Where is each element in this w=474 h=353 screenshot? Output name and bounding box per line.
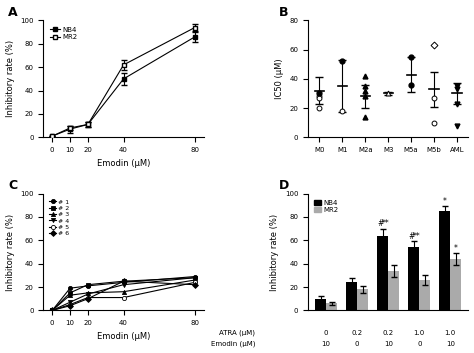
Text: A: A bbox=[8, 6, 18, 19]
# 6 bbox=[192, 283, 198, 287]
# 1 bbox=[85, 284, 91, 288]
Text: 0: 0 bbox=[417, 341, 421, 347]
# 5 bbox=[85, 295, 91, 300]
# 6 bbox=[67, 304, 73, 308]
Text: 10: 10 bbox=[384, 341, 393, 347]
# 4 bbox=[67, 300, 73, 304]
Bar bbox=[439, 211, 450, 310]
Text: D: D bbox=[279, 179, 289, 192]
Y-axis label: IC50 (μM): IC50 (μM) bbox=[275, 59, 284, 99]
# 2 bbox=[85, 283, 91, 287]
# 6 bbox=[121, 279, 127, 283]
Text: #: # bbox=[408, 232, 415, 241]
# 2 bbox=[49, 308, 55, 312]
# 5 bbox=[49, 308, 55, 312]
# 3 bbox=[49, 308, 55, 312]
Text: 10: 10 bbox=[446, 341, 455, 347]
# 1 bbox=[67, 286, 73, 290]
Legend: NB4, MR2: NB4, MR2 bbox=[47, 24, 80, 43]
Line: # 2: # 2 bbox=[50, 276, 197, 312]
# 3 bbox=[67, 293, 73, 297]
Bar bbox=[346, 282, 357, 310]
Bar bbox=[357, 289, 368, 310]
# 4 bbox=[85, 292, 91, 296]
# 4 bbox=[49, 308, 55, 312]
Bar bbox=[315, 299, 326, 310]
Text: 10: 10 bbox=[322, 341, 331, 347]
Text: #: # bbox=[377, 219, 383, 228]
Text: 0.2: 0.2 bbox=[383, 330, 394, 336]
# 4 bbox=[121, 283, 127, 287]
X-axis label: Emodin (μM): Emodin (μM) bbox=[97, 332, 150, 341]
Text: 1.0: 1.0 bbox=[445, 330, 456, 336]
Bar bbox=[326, 303, 337, 310]
# 5 bbox=[67, 303, 73, 307]
Text: *: * bbox=[454, 244, 458, 253]
Text: 0: 0 bbox=[324, 330, 328, 336]
# 3 bbox=[85, 291, 91, 295]
X-axis label: Emodin (μM): Emodin (μM) bbox=[97, 158, 150, 168]
Bar bbox=[450, 259, 461, 310]
Text: Emodin (μM): Emodin (μM) bbox=[211, 341, 255, 347]
Bar bbox=[419, 280, 430, 310]
Y-axis label: Inhibitory rate (%): Inhibitory rate (%) bbox=[6, 214, 15, 291]
Text: **: ** bbox=[382, 219, 389, 228]
# 2 bbox=[121, 279, 127, 283]
Y-axis label: Inhibitory rate (%): Inhibitory rate (%) bbox=[270, 214, 279, 291]
Bar bbox=[377, 236, 388, 310]
# 4 bbox=[192, 276, 198, 280]
Text: ATRA (μM): ATRA (μM) bbox=[219, 330, 255, 336]
Text: 0: 0 bbox=[355, 341, 359, 347]
# 2 bbox=[67, 291, 73, 295]
Text: B: B bbox=[279, 6, 289, 19]
Bar bbox=[388, 271, 399, 310]
Line: # 4: # 4 bbox=[50, 276, 197, 312]
# 3 bbox=[192, 278, 198, 282]
Line: # 6: # 6 bbox=[50, 279, 197, 312]
Text: C: C bbox=[8, 179, 17, 192]
Text: 0.2: 0.2 bbox=[352, 330, 363, 336]
# 6 bbox=[49, 308, 55, 312]
# 6 bbox=[85, 297, 91, 301]
# 5 bbox=[192, 280, 198, 285]
Legend: NB4, MR2: NB4, MR2 bbox=[311, 197, 341, 216]
Text: **: ** bbox=[412, 232, 420, 241]
# 5 bbox=[121, 295, 127, 300]
# 3 bbox=[121, 289, 127, 294]
# 1 bbox=[49, 308, 55, 312]
# 1 bbox=[121, 280, 127, 285]
Legend: # 1, # 2, # 3, # 4, # 5, # 6: # 1, # 2, # 3, # 4, # 5, # 6 bbox=[46, 197, 72, 239]
Bar bbox=[409, 247, 419, 310]
Line: # 5: # 5 bbox=[50, 280, 197, 312]
Text: 1.0: 1.0 bbox=[414, 330, 425, 336]
Y-axis label: Inhibitory rate (%): Inhibitory rate (%) bbox=[6, 40, 15, 118]
Text: *: * bbox=[443, 197, 447, 206]
# 1 bbox=[192, 274, 198, 279]
Line: # 3: # 3 bbox=[50, 278, 197, 312]
Line: # 1: # 1 bbox=[50, 274, 197, 312]
# 2 bbox=[192, 276, 198, 280]
